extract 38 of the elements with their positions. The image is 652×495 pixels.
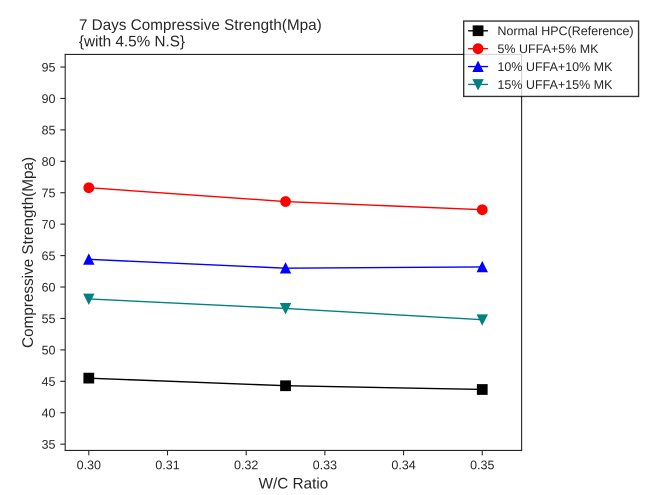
- y-axis-title: Compressive Strength(Mpa): [22, 158, 36, 348]
- x-tick-label: 0.31: [156, 460, 180, 470]
- point: [83, 294, 94, 304]
- y-tick-label: 55: [42, 314, 55, 324]
- x-tick-label: 0.32: [234, 460, 258, 470]
- point: [280, 262, 291, 274]
- chart-title: 7 Days Compressive Strength(Mpa) {with 4.5% N.S}: [79, 18, 321, 50]
- y-tick-label: 70: [42, 220, 55, 229]
- x-tick-label: 0.35: [470, 460, 494, 470]
- point: [83, 372, 94, 384]
- y-tick-label: 35: [42, 440, 55, 449]
- y-tick-label: 50: [42, 346, 55, 355]
- y-tick-label: 75: [42, 188, 55, 198]
- point: [280, 303, 291, 314]
- x-tick-label: 0.34: [392, 460, 416, 470]
- x-axis-title: W/C Ratio: [258, 477, 328, 489]
- point: [280, 380, 291, 392]
- legend-label: Normal HPC(Reference): [498, 26, 633, 38]
- point: [476, 384, 488, 395]
- y-tick-label: 40: [42, 408, 55, 418]
- x-tick-label: 0.30: [77, 460, 100, 470]
- y-tick-label: 65: [42, 251, 55, 260]
- y-tick-label: 95: [42, 62, 55, 72]
- legend-label: 10% UFFA+10% MK: [498, 62, 612, 72]
- point: [476, 262, 488, 272]
- point: [280, 196, 291, 207]
- legend-label: 5% UFFA+5% MK: [498, 44, 598, 54]
- y-tick-label: 45: [42, 377, 55, 386]
- legend-label: 15% UFFA+15% MK: [498, 80, 612, 89]
- y-tick-label: 90: [42, 94, 55, 104]
- point: [83, 254, 94, 265]
- x-tick-label: 0.33: [313, 460, 336, 470]
- point: [83, 182, 94, 194]
- point: [476, 314, 488, 326]
- y-tick-label: 60: [42, 282, 55, 292]
- point: [476, 204, 488, 216]
- y-tick-label: 85: [42, 126, 55, 135]
- y-tick-label: 80: [42, 157, 55, 166]
